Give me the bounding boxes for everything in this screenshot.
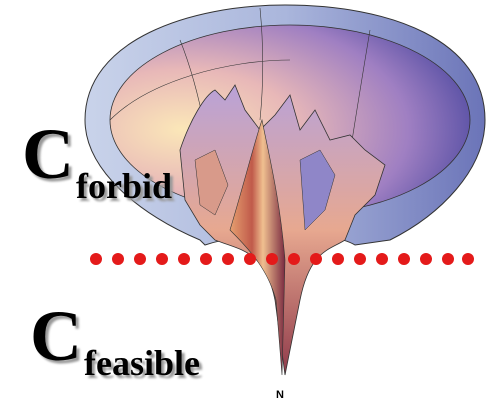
figure: C forbid C feasible N (0, 0, 488, 403)
forbid-sub: forbid (76, 166, 172, 206)
feasible-main: C (30, 296, 82, 376)
axis-label: N (276, 389, 284, 401)
forbid-main: C (22, 114, 74, 194)
feasible-sub: feasible (84, 343, 200, 383)
